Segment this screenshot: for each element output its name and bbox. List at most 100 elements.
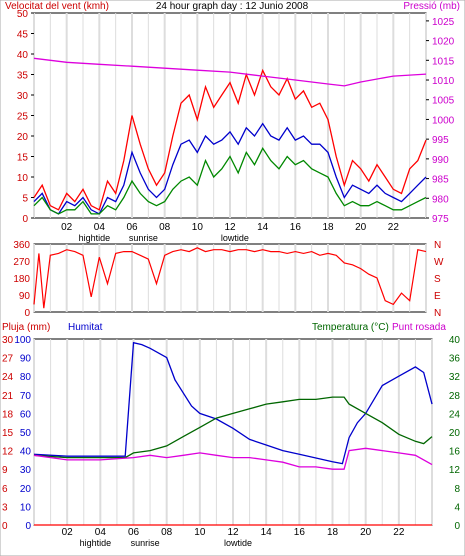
wind-speed-tick: 10 (17, 173, 29, 184)
wind-speed-tick: 25 (17, 112, 29, 123)
wind-x-tick: 14 (257, 222, 269, 233)
wind-speed-tick: 15 (17, 153, 29, 164)
direction-tick: 360 (13, 240, 30, 251)
wind-speed-tick: 40 (17, 50, 29, 61)
rain-tick: 27 (2, 354, 14, 365)
rain-tick: 9 (2, 465, 8, 476)
humidity-x-tick: 12 (227, 527, 239, 538)
wind-x-tick: 10 (192, 222, 204, 233)
pressure-tick: 1015 (432, 56, 455, 67)
humidity-x-tick: 10 (194, 527, 206, 538)
compass-tick: W (434, 257, 444, 268)
wind-speed-tick: 45 (17, 30, 29, 41)
compass-tick: E (434, 291, 441, 302)
hightide-marker-bottom: hightide (80, 538, 112, 548)
chart-title: 24 hour graph day : 12 Junio 2008 (156, 1, 309, 12)
humidity-label: Humitat (68, 322, 103, 333)
pressure-tick: 985 (432, 175, 449, 186)
humidity-x-tick: 06 (128, 527, 140, 538)
humidity-x-tick: 08 (161, 527, 173, 538)
temperature-tick: 20 (449, 428, 461, 439)
temperature-label: Temperatura (°C) (312, 322, 389, 333)
wind-pressure-chart: 0510152025303540455097598098599099510001… (17, 9, 455, 243)
direction-tick: 0 (24, 308, 30, 319)
pressure-tick: 995 (432, 135, 449, 146)
compass-tick: S (434, 274, 441, 285)
humidity-tick: 30 (20, 465, 32, 476)
rain-tick: 15 (2, 428, 14, 439)
temperature-tick: 32 (449, 372, 461, 383)
pressure-tick: 1020 (432, 37, 455, 48)
pressure-tick: 1000 (432, 115, 455, 126)
rain-tick: 6 (2, 484, 8, 495)
direction-tick: 90 (19, 291, 31, 302)
humidity-x-tick: 16 (294, 527, 306, 538)
pressure-tick: 1025 (432, 17, 455, 28)
wind-x-tick: 16 (290, 222, 302, 233)
lowtide-marker-bottom: lowtide (224, 538, 252, 548)
pressure-tick: 1010 (432, 76, 455, 87)
lowtide-marker: lowtide (221, 233, 249, 243)
wind-speed-tick: 5 (22, 194, 28, 205)
temperature-tick: 12 (449, 465, 461, 476)
sunrise-marker: sunrise (129, 233, 158, 243)
wind-speed-tick: 0 (22, 214, 28, 225)
wind-x-tick: 22 (388, 222, 400, 233)
wind-speed-tick: 20 (17, 132, 29, 143)
humidity-x-tick: 04 (95, 527, 107, 538)
wind-x-tick: 18 (322, 222, 334, 233)
rain-tick: 24 (2, 372, 14, 383)
humidity-tick: 50 (20, 428, 32, 439)
pressure-label: Pressió (mb) (403, 1, 460, 12)
wind-series-line-0 (33, 68, 427, 211)
humidity-series-line-2 (33, 447, 433, 470)
pressure-tick: 975 (432, 214, 449, 225)
humidity-tick: 40 (20, 447, 32, 458)
humidity-tick: 0 (25, 521, 31, 532)
direction-series-line (33, 247, 427, 309)
wind-x-tick: 02 (61, 222, 73, 233)
pressure-tick: 990 (432, 155, 449, 166)
humidity-series-line-0 (33, 341, 433, 465)
wind-speed-label: Velocitat del vent (kmh) (5, 1, 109, 12)
humidity-x-tick: 02 (62, 527, 74, 538)
humidity-series-line-1 (33, 396, 433, 459)
wind-x-tick: 12 (224, 222, 236, 233)
pressure-tick: 1005 (432, 96, 455, 107)
rain-tick: 21 (2, 391, 14, 402)
humidity-x-tick: 18 (327, 527, 339, 538)
temperature-tick: 16 (449, 447, 461, 458)
wind-x-tick: 20 (355, 222, 367, 233)
temperature-tick: 28 (449, 391, 461, 402)
rain-tick: 0 (2, 521, 8, 532)
wind-speed-tick: 30 (17, 91, 29, 102)
compass-tick: N (434, 308, 441, 319)
humidity-tick: 100 (14, 335, 31, 346)
rain-tick: 30 (2, 335, 14, 346)
hightide-marker: hightide (79, 233, 111, 243)
wind-speed-tick: 35 (17, 71, 29, 82)
humidity-tick: 20 (20, 484, 32, 495)
wind-x-tick: 06 (126, 222, 138, 233)
temperature-tick: 40 (449, 335, 461, 346)
dew-point-label: Punt rosada (392, 322, 446, 333)
humidity-tick: 10 (20, 502, 32, 513)
wind-speed-tick: 50 (17, 9, 29, 20)
humidity-x-tick: 20 (360, 527, 372, 538)
compass-tick: N (434, 240, 441, 251)
rain-tick: 3 (2, 502, 8, 513)
temperature-tick: 0 (454, 521, 460, 532)
temperature-tick: 36 (449, 354, 461, 365)
humidity-tick: 90 (20, 354, 32, 365)
humidity-x-tick: 14 (261, 527, 273, 538)
temperature-tick: 8 (454, 484, 460, 495)
wind-x-tick: 04 (94, 222, 106, 233)
wind-series-line-2 (33, 147, 427, 215)
humidity-tick: 80 (20, 372, 32, 383)
humidity-tick: 70 (20, 391, 32, 402)
temperature-tick: 4 (454, 502, 460, 513)
wind-direction-chart: 360 N 270 W 180 S 90 E 0 N (13, 240, 444, 319)
